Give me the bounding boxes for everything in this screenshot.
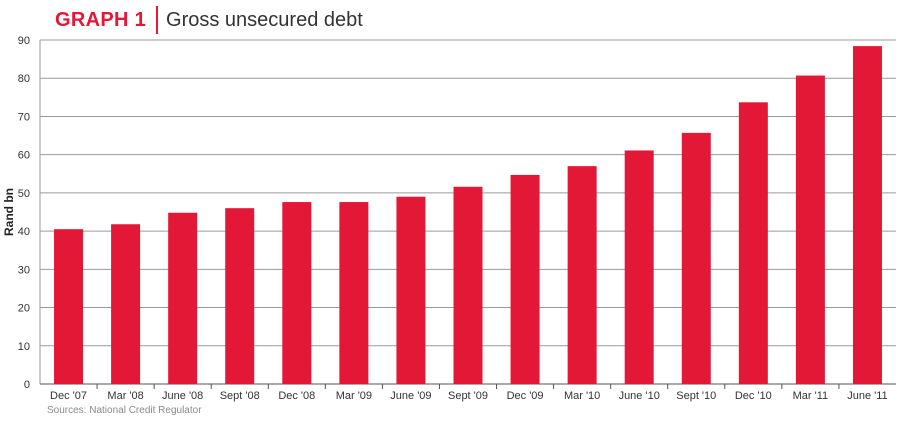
x-tick-label: June '10 <box>619 390 660 402</box>
y-tick-label: 0 <box>24 379 30 391</box>
graph-number-label: GRAPH 1 <box>55 8 147 31</box>
bar <box>795 75 825 385</box>
bar <box>453 186 483 384</box>
chart-header: GRAPH 1 Gross unsecured debt <box>55 6 363 34</box>
y-axis-label: Rand bn <box>2 188 16 236</box>
x-tick-label: June '09 <box>390 390 431 402</box>
x-tick-label: Mar '08 <box>107 390 143 402</box>
bar <box>282 202 312 384</box>
y-tick-label: 90 <box>18 35 30 47</box>
y-tick-label: 10 <box>18 341 30 353</box>
bar <box>168 212 198 384</box>
bar <box>510 174 540 384</box>
source-note: Sources: National Credit Regulator <box>47 405 202 416</box>
bar <box>111 224 141 384</box>
bar <box>54 229 84 384</box>
x-tick-label: Sept '10 <box>676 390 716 402</box>
x-tick-label: Dec '10 <box>735 390 772 402</box>
x-tick-label: Dec '09 <box>507 390 544 402</box>
x-tick-label: Sept '08 <box>220 390 260 402</box>
x-tick-label: Dec '07 <box>50 390 87 402</box>
x-tick-label: Mar '09 <box>336 390 372 402</box>
bar <box>225 208 255 384</box>
x-tick-label: Dec '08 <box>278 390 315 402</box>
chart-title: Gross unsecured debt <box>166 8 363 31</box>
bar <box>396 196 426 384</box>
x-tick-label: June '11 <box>847 390 887 402</box>
y-tick-label: 70 <box>18 111 30 123</box>
y-tick-label: 30 <box>18 264 30 276</box>
y-tick-label: 50 <box>18 188 30 200</box>
bar <box>852 46 882 385</box>
x-tick-label: Mar '10 <box>564 390 600 402</box>
x-tick-label: June '08 <box>162 390 203 402</box>
bar <box>738 102 768 385</box>
y-tick-label: 60 <box>18 150 30 162</box>
bar <box>339 202 369 384</box>
x-tick-label: Mar '11 <box>793 390 829 402</box>
header-divider <box>156 6 159 34</box>
x-tick-label: Sept '09 <box>448 390 488 402</box>
y-tick-label: 40 <box>18 226 30 238</box>
bar <box>681 132 711 384</box>
y-tick-label: 80 <box>18 73 30 85</box>
y-tick-label: 20 <box>18 303 30 315</box>
bar <box>567 166 597 384</box>
bar <box>624 150 654 384</box>
